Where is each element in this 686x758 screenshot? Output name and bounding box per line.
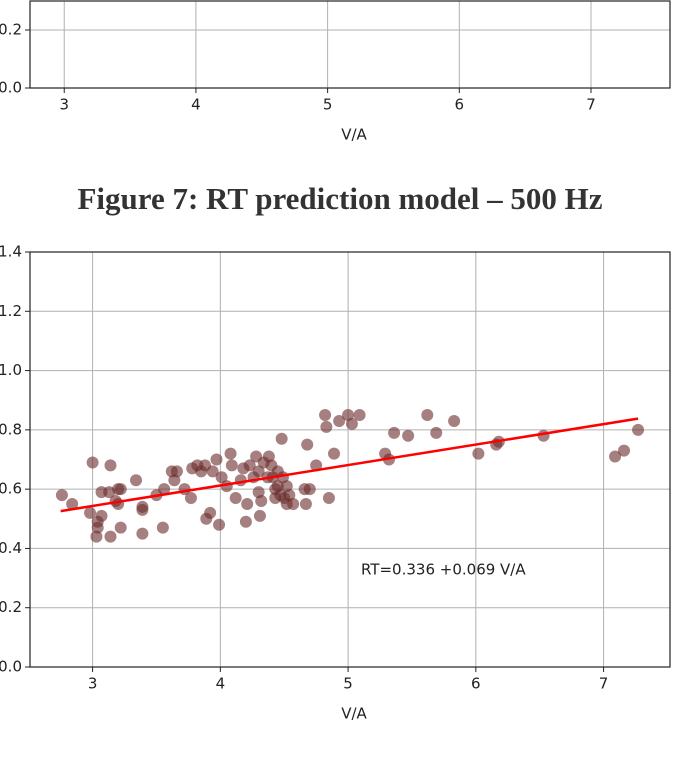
scatter-point bbox=[303, 483, 316, 496]
x-tick-label: 3 bbox=[88, 675, 98, 693]
x-axis-label: V/A bbox=[341, 126, 367, 144]
scatter-point bbox=[95, 509, 108, 522]
scatter-point bbox=[632, 423, 645, 436]
scatter-point bbox=[234, 474, 247, 487]
scatter-point bbox=[104, 459, 117, 472]
x-tick-label: 7 bbox=[586, 96, 596, 114]
scatter-point bbox=[333, 414, 346, 427]
scatter-point bbox=[130, 474, 143, 487]
scatter-point bbox=[91, 521, 104, 534]
y-tick-label: 1.4 bbox=[0, 243, 22, 261]
x-tick-label: 7 bbox=[599, 675, 609, 693]
scatter-point bbox=[156, 521, 169, 534]
scatter-point bbox=[448, 414, 461, 427]
x-tick-label: 6 bbox=[471, 675, 481, 693]
scatter-point bbox=[210, 453, 223, 466]
scatter-point bbox=[225, 459, 238, 472]
scatter-point bbox=[345, 417, 358, 430]
x-tick-label: 6 bbox=[455, 96, 465, 114]
scatter-point bbox=[322, 492, 335, 505]
scatter-point bbox=[136, 503, 149, 516]
y-tick-label: 0.8 bbox=[0, 420, 22, 438]
scatter-point bbox=[114, 521, 127, 534]
scatter-point bbox=[136, 527, 149, 540]
y-tick-label: 1.2 bbox=[0, 302, 22, 320]
y-tick-label: 0.4 bbox=[0, 539, 22, 557]
scatter-point bbox=[287, 497, 300, 510]
scatter-point bbox=[55, 489, 68, 502]
scatter-point bbox=[206, 465, 219, 478]
scatter-point bbox=[252, 465, 265, 478]
scatter-point bbox=[320, 420, 333, 433]
scatter-point bbox=[609, 450, 622, 463]
scatter-point bbox=[402, 429, 415, 442]
scatter-point bbox=[204, 506, 217, 519]
scatter-point bbox=[184, 492, 197, 505]
scatter-point bbox=[84, 506, 97, 519]
y-tick-label: 0.2 bbox=[0, 21, 22, 39]
scatter-point bbox=[537, 429, 550, 442]
x-axis-label: V/A bbox=[341, 705, 367, 723]
chart: 0.0 0.2 0.4 0.6 0.8 1.0 1.2 1.4 3 4 5 6 7 V/A RT=0.336… bbox=[0, 243, 671, 723]
scatter-point bbox=[241, 497, 254, 510]
x-tick-label: 3 bbox=[59, 96, 69, 114]
axes-frame bbox=[29, 251, 671, 668]
scatter-point bbox=[215, 471, 228, 484]
y-tick-label: 0.6 bbox=[0, 480, 22, 498]
scatter-point bbox=[90, 530, 103, 543]
scatter-point bbox=[224, 447, 237, 460]
y-tick-label: 0.0 bbox=[0, 658, 22, 676]
scatter-point bbox=[301, 438, 314, 451]
scatter-point bbox=[114, 483, 127, 496]
x-tick-label: 4 bbox=[191, 96, 201, 114]
y-tick-label: 0.2 bbox=[0, 598, 22, 616]
y-tick-label: 1.0 bbox=[0, 361, 22, 379]
figure-caption: Figure 7: RT prediction model – 500 Hz bbox=[77, 181, 602, 216]
scatter-point bbox=[239, 515, 252, 528]
scatter-point bbox=[328, 447, 341, 460]
scatter-point bbox=[388, 426, 401, 439]
x-tick-label: 5 bbox=[343, 675, 353, 693]
scatter-point bbox=[86, 456, 99, 469]
y-tick-label: 0.0 bbox=[0, 79, 22, 97]
fit-line bbox=[60, 417, 639, 513]
x-tick-label: 4 bbox=[216, 675, 226, 693]
scatter-point bbox=[168, 474, 181, 487]
scatter-point bbox=[66, 497, 79, 510]
annotation: RT=0.336 +0.069 V/A bbox=[361, 561, 526, 579]
scatter-point bbox=[213, 518, 226, 531]
chart: 0.0 0.2 3 4 5 6 7 V/A bbox=[0, 0, 671, 144]
scatter-point bbox=[319, 409, 332, 422]
scatter-point bbox=[472, 447, 485, 460]
scatter-point bbox=[229, 492, 242, 505]
scatter-point bbox=[255, 495, 268, 507]
scatter-point bbox=[421, 409, 434, 422]
scatter-point bbox=[275, 432, 288, 445]
scatter-point bbox=[618, 444, 631, 457]
scatter-point bbox=[112, 497, 125, 510]
scatter-point bbox=[104, 530, 117, 543]
axes-frame bbox=[29, 0, 671, 89]
scatter-point bbox=[430, 426, 443, 439]
scatter-point bbox=[353, 409, 366, 422]
scatter-point bbox=[299, 497, 312, 510]
x-tick-label: 5 bbox=[323, 96, 333, 114]
scatter-point bbox=[253, 509, 266, 522]
scatter-point bbox=[158, 483, 171, 496]
scatter-point bbox=[243, 459, 256, 472]
